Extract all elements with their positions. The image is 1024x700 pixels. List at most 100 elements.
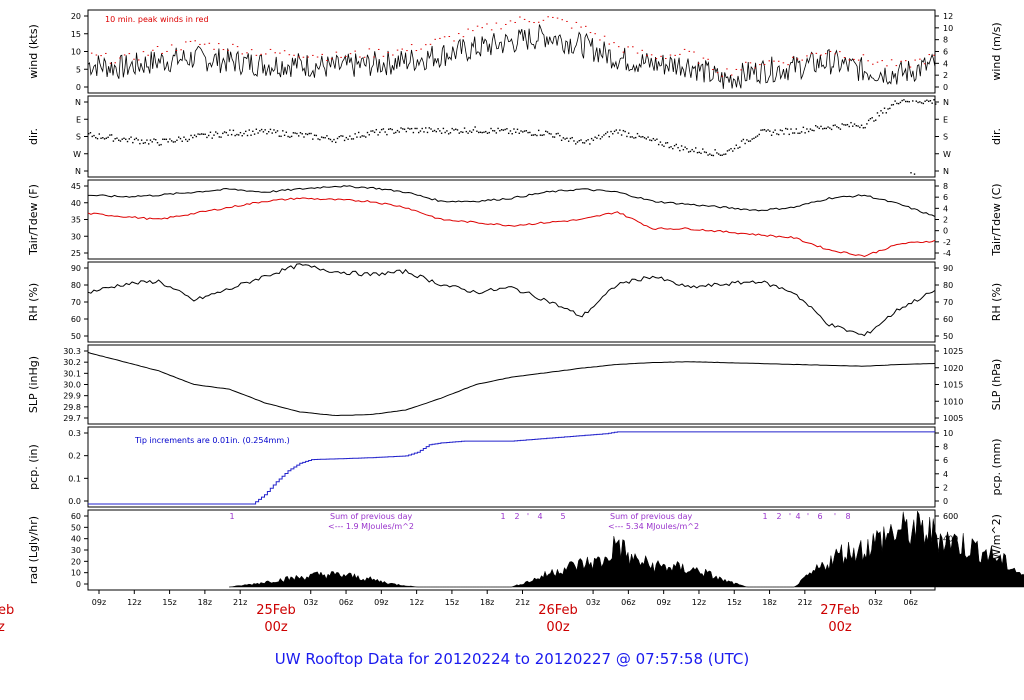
point-wind-peak: [166, 50, 168, 52]
point-wind-direction: [472, 129, 475, 131]
point-wind-direction: [516, 128, 519, 131]
point-wind-peak: [462, 36, 465, 38]
point-wind-direction: [485, 130, 487, 133]
point-wind-direction: [495, 132, 498, 134]
point-wind-direction: [525, 130, 528, 132]
point-wind-direction: [654, 139, 656, 142]
point-wind-peak: [213, 48, 215, 50]
point-wind-direction: [169, 138, 171, 140]
point-wind-direction: [728, 149, 730, 151]
point-wind-direction: [179, 137, 182, 140]
point-wind-direction: [575, 143, 577, 145]
point-wind-direction: [829, 127, 831, 129]
point-wind-peak: [429, 43, 432, 45]
point-wind-direction: [140, 139, 143, 141]
tick-label-right: 10: [943, 429, 953, 438]
point-wind-direction: [813, 129, 815, 132]
hour-mark: 6: [817, 512, 822, 521]
tick-label-right: 2: [943, 71, 948, 80]
panel-frame-3: [87, 179, 936, 260]
point-wind-peak: [199, 43, 201, 45]
point-wind-direction: [682, 148, 685, 151]
tick-label-right: 0: [943, 83, 948, 92]
point-wind-peak: [382, 55, 385, 57]
x-tick-label: 18z: [198, 598, 212, 607]
point-wind-direction: [866, 123, 868, 125]
x-tick-label: 15z: [162, 598, 176, 607]
point-wind-peak: [829, 50, 832, 52]
point-wind-peak: [533, 22, 535, 24]
point-wind-direction: [278, 135, 280, 137]
point-wind-direction: [513, 128, 515, 130]
tick-label-left: 0: [76, 580, 81, 589]
point-wind-peak: [232, 43, 234, 45]
point-wind-peak: [923, 63, 926, 65]
series-RH-line: [87, 263, 936, 337]
tick-label-left: 10: [71, 48, 81, 57]
point-wind-direction: [668, 146, 670, 149]
point-wind-peak: [194, 40, 196, 42]
point-wind-direction: [869, 118, 872, 120]
point-wind-direction: [878, 115, 880, 117]
point-wind-direction: [830, 128, 833, 131]
point-wind-direction: [855, 125, 857, 127]
point-wind-direction: [292, 132, 295, 134]
x-tick-label: 09z: [92, 598, 106, 607]
point-wind-direction: [717, 153, 720, 155]
point-wind-direction: [163, 138, 166, 140]
point-wind-direction: [144, 141, 146, 144]
point-wind-direction: [342, 135, 344, 137]
point-wind-direction: [779, 129, 782, 131]
point-wind-direction: [822, 128, 824, 130]
point-wind-peak: [265, 53, 267, 55]
point-wind-direction: [710, 154, 713, 156]
point-wind-direction: [285, 131, 288, 133]
point-wind-direction: [905, 100, 907, 103]
point-wind-direction: [439, 130, 441, 132]
point-wind-direction: [762, 129, 764, 131]
point-wind-direction: [444, 131, 446, 134]
point-wind-direction: [192, 136, 194, 139]
point-wind-peak: [410, 44, 413, 46]
point-wind-direction: [723, 153, 725, 156]
panel-frame-6: [87, 426, 936, 508]
point-wind-direction: [352, 138, 355, 140]
tick-label-left: 90: [71, 264, 81, 273]
point-wind-direction: [740, 140, 743, 142]
day-label-time: 00z: [546, 620, 570, 635]
point-wind-direction: [474, 126, 476, 128]
point-wind-peak: [297, 56, 300, 58]
point-wind-direction: [839, 128, 842, 130]
ylabel-left-5: SLP (inHg): [27, 356, 40, 413]
point-wind-peak: [707, 58, 709, 60]
point-wind-peak: [114, 62, 116, 64]
point-wind-peak: [777, 60, 780, 62]
tick-label-left: W: [73, 150, 81, 159]
point-wind-direction: [199, 133, 201, 136]
point-wind-direction: [116, 137, 118, 139]
point-wind-direction: [543, 134, 545, 136]
point-wind-peak: [495, 22, 498, 24]
point-wind-direction: [100, 137, 102, 140]
point-wind-direction: [105, 137, 108, 139]
point-wind-direction: [589, 143, 591, 145]
point-wind-direction: [245, 130, 247, 133]
point-wind-direction: [319, 138, 321, 141]
point-wind-direction: [785, 127, 787, 130]
point-wind-direction: [185, 138, 187, 141]
point-wind-direction: [423, 131, 425, 133]
point-wind-peak: [307, 56, 309, 58]
point-wind-direction: [926, 99, 928, 101]
point-wind-direction: [95, 136, 97, 139]
point-wind-direction: [843, 124, 845, 126]
precip-annotation: Tip increments are 0.01in. (0.254mm.): [134, 436, 290, 445]
point-wind-direction: [481, 131, 483, 134]
tick-label-left: 25: [71, 249, 81, 258]
point-wind-peak: [782, 62, 785, 64]
point-wind-peak: [886, 65, 888, 67]
point-wind-direction: [583, 142, 586, 144]
point-wind-direction: [539, 134, 542, 136]
point-wind-direction: [661, 144, 663, 146]
point-wind-peak: [763, 63, 766, 65]
point-wind-direction: [320, 136, 323, 138]
